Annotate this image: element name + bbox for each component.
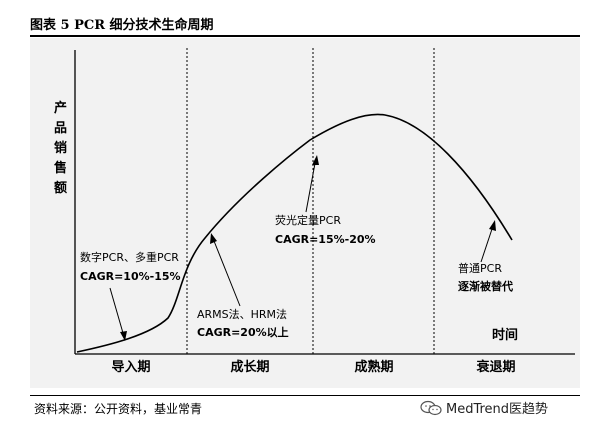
mature-tech-label: 荧光定量PCR — [275, 213, 341, 227]
y-axis-label-char-5: 额 — [54, 180, 67, 196]
source-note: 资料来源：公开资料，基业常青 — [34, 402, 203, 416]
chat-bubble-icon — [420, 400, 442, 415]
intro-pointer-line — [109, 287, 126, 341]
growth-pointer-arrowhead — [210, 233, 217, 244]
intro-cagr-label: CAGR=10%-15% — [80, 270, 181, 283]
bottom-divider — [30, 395, 580, 396]
title-divider — [30, 35, 580, 37]
stage-label-maturity: 成熟期 — [354, 359, 393, 375]
mature-cagr-label: CAGR=15%-20% — [275, 233, 376, 246]
decline-status-label: 逐渐被替代 — [458, 279, 513, 293]
intro-tech-label: 数字PCR、多重PCR — [80, 250, 179, 264]
y-axis-label-char-1: 产 — [54, 100, 67, 116]
stage-label-introduction: 导入期 — [111, 360, 150, 375]
growth-pointer-line — [211, 235, 241, 307]
watermark-text: MedTrend医趋势 — [446, 402, 549, 417]
mature-pointer-arrowhead — [312, 155, 319, 165]
growth-cagr-label: CAGR=20%以上 — [197, 325, 289, 339]
y-axis-label-char-2: 品 — [54, 121, 67, 136]
figure-title: 图表 5 PCR 细分技术生命周期 — [30, 18, 214, 33]
growth-tech-label: ARMS法、HRM法 — [197, 307, 287, 321]
x-axis-label: 时间 — [492, 327, 518, 343]
lifecycle-curve — [76, 113, 513, 353]
mature-pointer-line — [305, 157, 317, 213]
stage-label-growth: 成长期 — [230, 359, 269, 375]
decline-tech-label: 普通PCR — [458, 261, 502, 275]
decline-pointer-arrowhead — [489, 220, 496, 231]
y-axis-label-char-3: 销 — [54, 140, 67, 156]
y-axis-label-char-4: 售 — [54, 160, 67, 176]
stage-label-decline: 衰退期 — [475, 359, 515, 375]
intro-pointer-arrowhead — [120, 331, 127, 341]
watermark: MedTrend医趋势 — [420, 398, 548, 417]
